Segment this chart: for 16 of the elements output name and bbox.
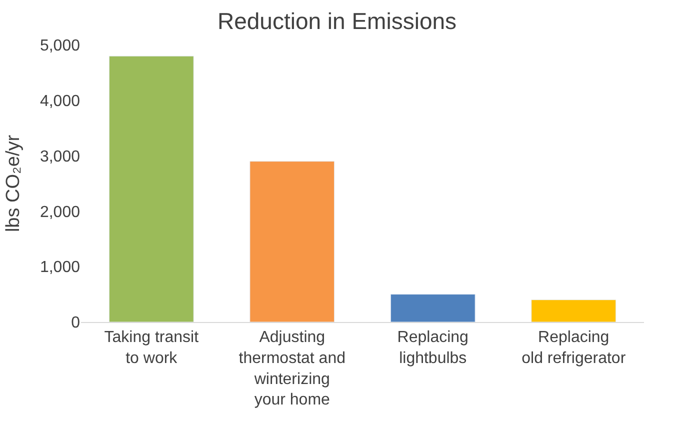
bar — [390, 294, 476, 322]
x-tick-label: Adjusting thermostat and winterizing your home — [238, 329, 346, 409]
y-axis-title: lbs CO₂e/yr — [2, 134, 24, 232]
chart-title: Reduction in Emissions — [217, 8, 457, 34]
bar — [531, 300, 616, 322]
y-tick-label: 2,000 — [40, 204, 80, 221]
y-tick-label: 5,000 — [40, 38, 80, 55]
y-tick-label: 3,000 — [40, 148, 80, 166]
x-tick-label: Taking transit to work — [104, 329, 200, 367]
x-tick-label: Replacing lightbulbs — [397, 329, 468, 367]
y-tick-label: 4,000 — [40, 93, 80, 110]
y-tick-label: 1,000 — [40, 259, 80, 276]
bar — [250, 161, 335, 322]
y-tick-label: 0 — [71, 314, 80, 332]
bar — [108, 56, 194, 322]
x-tick-label: Replacing old refrigerator — [522, 329, 626, 367]
